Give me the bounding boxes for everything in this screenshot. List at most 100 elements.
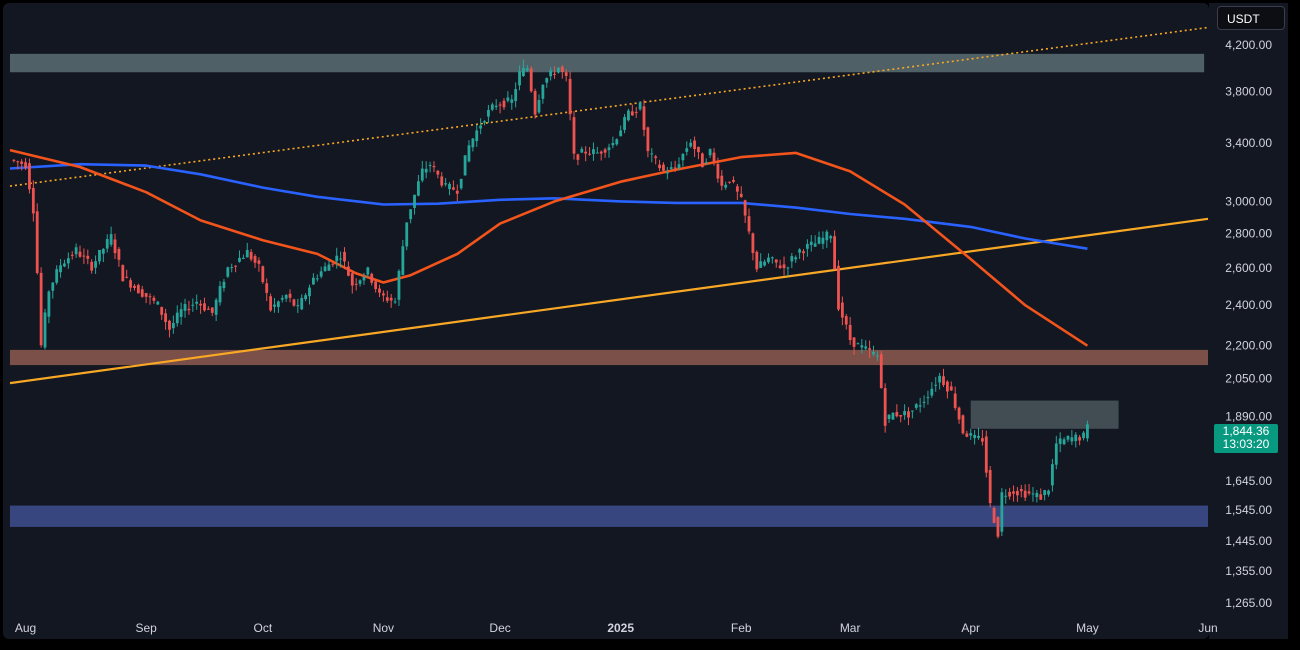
candle xyxy=(922,395,926,408)
candle-body xyxy=(868,348,872,350)
candle xyxy=(121,264,125,282)
candle-body xyxy=(288,293,292,298)
candle xyxy=(537,94,541,114)
candle-body xyxy=(537,100,541,113)
candle-body xyxy=(541,84,545,99)
candle-body xyxy=(557,67,560,73)
candle-body xyxy=(1043,490,1047,496)
candle-body xyxy=(953,393,957,408)
candle xyxy=(545,77,549,88)
candle xyxy=(914,403,918,410)
candle-body xyxy=(1066,436,1070,440)
candle xyxy=(763,259,766,267)
candle xyxy=(533,88,537,119)
last-price-value: 1,844.36 xyxy=(1222,424,1270,438)
candle-body xyxy=(483,121,486,123)
candle-body xyxy=(59,265,62,273)
candle xyxy=(424,161,428,179)
candle-body xyxy=(389,297,393,301)
candle xyxy=(883,383,887,433)
candle-body xyxy=(522,67,525,76)
candle xyxy=(370,272,374,286)
candle xyxy=(895,404,899,418)
candle xyxy=(646,126,650,158)
candle-body xyxy=(374,281,378,290)
candle xyxy=(1082,430,1085,441)
candle-body xyxy=(1016,490,1019,496)
candle-body xyxy=(840,302,844,318)
y-tick-label: 1,890.00 xyxy=(1225,409,1272,423)
candle-body xyxy=(113,239,117,254)
candle xyxy=(479,118,483,135)
candle xyxy=(595,146,599,154)
candle xyxy=(560,65,564,79)
candle xyxy=(222,278,226,292)
candle-body xyxy=(12,159,16,161)
candle xyxy=(218,281,222,306)
candle xyxy=(813,235,817,247)
candle xyxy=(887,414,891,423)
candle-body xyxy=(677,164,681,169)
candle xyxy=(327,260,331,271)
candle xyxy=(794,255,798,263)
candle xyxy=(39,267,43,348)
candle-body xyxy=(942,376,945,385)
candle xyxy=(234,265,237,273)
candle xyxy=(770,256,774,264)
candle xyxy=(860,338,864,354)
candle-body xyxy=(1082,432,1085,439)
candle-body xyxy=(926,397,930,399)
candle xyxy=(891,412,895,420)
candle-body xyxy=(634,111,638,113)
candle-body xyxy=(125,276,129,278)
candle-body xyxy=(331,263,335,265)
candle-body xyxy=(712,152,716,162)
candle-body xyxy=(253,256,257,263)
candle-body xyxy=(1078,437,1082,441)
candle xyxy=(136,283,140,294)
candle xyxy=(140,285,144,298)
moving-average-200 xyxy=(9,162,1088,250)
candle-body xyxy=(226,267,230,277)
candle xyxy=(778,259,782,269)
candle xyxy=(630,104,634,116)
candle-body xyxy=(385,297,389,301)
candle-body xyxy=(949,386,953,391)
candle xyxy=(1070,430,1074,445)
candle-body xyxy=(43,312,47,348)
candle xyxy=(856,342,860,345)
candle xyxy=(875,351,879,361)
candle xyxy=(669,161,673,171)
y-tick-label: 1,645.00 xyxy=(1225,474,1272,488)
candle-body xyxy=(525,68,529,71)
candle-body xyxy=(273,304,276,307)
candle-body xyxy=(996,517,1000,537)
candle-body xyxy=(487,109,490,117)
candle xyxy=(1054,435,1058,470)
y-tick-label: 3,800.00 xyxy=(1225,84,1272,98)
candle-body xyxy=(366,267,370,275)
candle xyxy=(619,125,623,137)
candle-body xyxy=(700,153,704,168)
candle xyxy=(183,298,187,318)
candle xyxy=(638,101,642,111)
candle xyxy=(203,297,206,312)
y-tick-label: 1,545.00 xyxy=(1225,503,1272,517)
candle xyxy=(767,253,770,264)
candle xyxy=(502,98,506,110)
x-tick-label: Dec xyxy=(489,621,510,635)
candle xyxy=(74,243,78,258)
candle xyxy=(1051,459,1054,492)
candle-body xyxy=(549,70,553,77)
currency-selector[interactable]: USDT xyxy=(1217,6,1285,30)
candle-body xyxy=(879,354,883,388)
candle-body xyxy=(296,305,300,307)
candle-body xyxy=(992,507,996,523)
candle xyxy=(992,506,996,524)
candle xyxy=(171,315,175,334)
candle xyxy=(66,252,70,269)
candle xyxy=(868,340,872,358)
ascending-trendline xyxy=(9,217,1209,385)
candle-body xyxy=(436,170,440,175)
